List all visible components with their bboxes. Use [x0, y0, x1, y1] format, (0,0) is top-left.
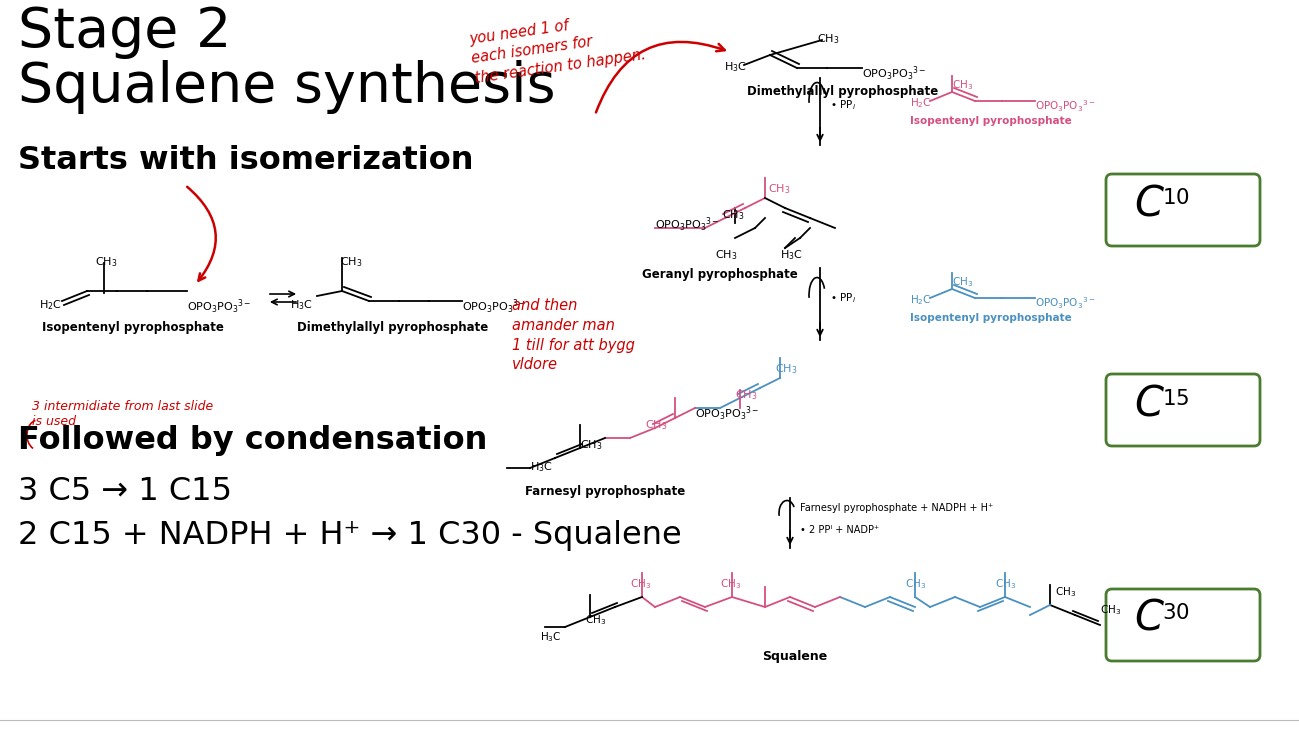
FancyArrowPatch shape	[596, 42, 725, 112]
Text: CH$_3$: CH$_3$	[630, 577, 651, 591]
Text: H$_3$C: H$_3$C	[724, 60, 747, 74]
FancyBboxPatch shape	[1105, 589, 1260, 661]
Text: CH$_3$: CH$_3$	[340, 255, 362, 269]
Text: H$_2$C: H$_2$C	[911, 96, 931, 109]
Text: OPO$_3$PO$_3$$^{3-}$: OPO$_3$PO$_3$$^{3-}$	[1035, 98, 1095, 114]
Text: CH$_3$: CH$_3$	[720, 577, 742, 591]
Text: H$_3$C: H$_3$C	[540, 630, 561, 644]
Text: Stage 2: Stage 2	[18, 5, 231, 59]
Text: OPO$_3$PO$_3$$^{3-}$: OPO$_3$PO$_3$$^{3-}$	[655, 216, 720, 234]
Text: Dimethylallyl pyrophosphate: Dimethylallyl pyrophosphate	[297, 321, 488, 334]
Text: Squalene: Squalene	[763, 650, 827, 663]
Text: Isopentenyl pyrophosphate: Isopentenyl pyrophosphate	[42, 321, 223, 334]
Text: OPO$_3$PO$_3$$^{3-}$: OPO$_3$PO$_3$$^{3-}$	[187, 298, 252, 316]
Text: H$_2$C: H$_2$C	[39, 298, 62, 312]
Text: CH$_3$: CH$_3$	[722, 208, 744, 222]
Text: CH$_3$: CH$_3$	[1055, 585, 1076, 599]
Text: CH$_3$: CH$_3$	[952, 275, 973, 289]
Text: you need 1 of
each isomers for
the reaction to happen.: you need 1 of each isomers for the react…	[468, 8, 647, 86]
Text: CH$_3$: CH$_3$	[905, 577, 926, 591]
Text: CH$_3$: CH$_3$	[585, 613, 607, 627]
Text: CH$_3$: CH$_3$	[776, 362, 798, 376]
Text: $C$: $C$	[1134, 597, 1165, 639]
Text: OPO$_3$PO$_3$$^{3-}$: OPO$_3$PO$_3$$^{3-}$	[695, 405, 760, 423]
Text: Isopentenyl pyrophosphate: Isopentenyl pyrophosphate	[911, 116, 1072, 126]
Text: CH$_3$: CH$_3$	[1100, 603, 1121, 617]
Text: OPO$_3$PO$_3$$^{3-}$: OPO$_3$PO$_3$$^{3-}$	[462, 298, 526, 316]
Text: $_{15}$: $_{15}$	[1163, 378, 1190, 407]
Text: Farnesyl pyrophosphate + NADPH + H⁺: Farnesyl pyrophosphate + NADPH + H⁺	[800, 503, 994, 513]
Text: Squalene synthesis: Squalene synthesis	[18, 60, 556, 114]
Text: $C$: $C$	[1134, 382, 1165, 424]
Text: $_{30}$: $_{30}$	[1163, 593, 1190, 623]
Text: Geranyl pyrophosphate: Geranyl pyrophosphate	[642, 268, 798, 281]
Text: CH$_3$: CH$_3$	[768, 182, 791, 196]
Text: OPO$_3$PO$_3$$^{3-}$: OPO$_3$PO$_3$$^{3-}$	[863, 65, 926, 83]
Text: H$_3$C: H$_3$C	[530, 460, 553, 474]
Text: • 2 PPᴵ + NADP⁺: • 2 PPᴵ + NADP⁺	[800, 525, 879, 535]
FancyBboxPatch shape	[1105, 174, 1260, 246]
Text: OPO$_3$PO$_3$$^{3-}$: OPO$_3$PO$_3$$^{3-}$	[1035, 295, 1095, 310]
Text: CH$_3$: CH$_3$	[817, 32, 839, 46]
Text: 2 C15 + NADPH + H⁺ → 1 C30 - Squalene: 2 C15 + NADPH + H⁺ → 1 C30 - Squalene	[18, 520, 682, 551]
Text: and then
amander man
1 till for att bygg
vldore: and then amander man 1 till for att bygg…	[512, 298, 635, 372]
Text: CH$_3$: CH$_3$	[646, 418, 668, 432]
Text: CH$_3$: CH$_3$	[579, 438, 603, 452]
Text: CH$_3$: CH$_3$	[952, 78, 973, 92]
Text: Farnesyl pyrophosphate: Farnesyl pyrophosphate	[525, 485, 685, 498]
Text: CH$_3$: CH$_3$	[714, 248, 738, 262]
Text: Dimethylallyl pyrophosphate: Dimethylallyl pyrophosphate	[747, 85, 938, 98]
Text: Followed by condensation: Followed by condensation	[18, 425, 487, 456]
Text: Isopentenyl pyrophosphate: Isopentenyl pyrophosphate	[911, 313, 1072, 323]
Text: • PP$_i$: • PP$_i$	[830, 291, 856, 305]
Text: CH$_3$: CH$_3$	[995, 577, 1016, 591]
Text: Starts with isomerization: Starts with isomerization	[18, 145, 474, 176]
FancyBboxPatch shape	[1105, 374, 1260, 446]
Text: 3 C5 → 1 C15: 3 C5 → 1 C15	[18, 476, 233, 507]
Text: H$_3$C: H$_3$C	[779, 248, 803, 262]
Text: CH$_3$: CH$_3$	[735, 388, 757, 402]
Text: • PP$_i$: • PP$_i$	[830, 98, 856, 112]
Text: H$_3$C: H$_3$C	[290, 298, 313, 312]
Text: H$_2$C: H$_2$C	[911, 293, 931, 307]
Text: $C$: $C$	[1134, 182, 1165, 224]
Text: $_{10}$: $_{10}$	[1163, 179, 1190, 207]
Text: 3 intermidiate from last slide
is used: 3 intermidiate from last slide is used	[32, 400, 213, 428]
Text: CH$_3$: CH$_3$	[95, 255, 117, 269]
FancyArrowPatch shape	[187, 187, 216, 280]
